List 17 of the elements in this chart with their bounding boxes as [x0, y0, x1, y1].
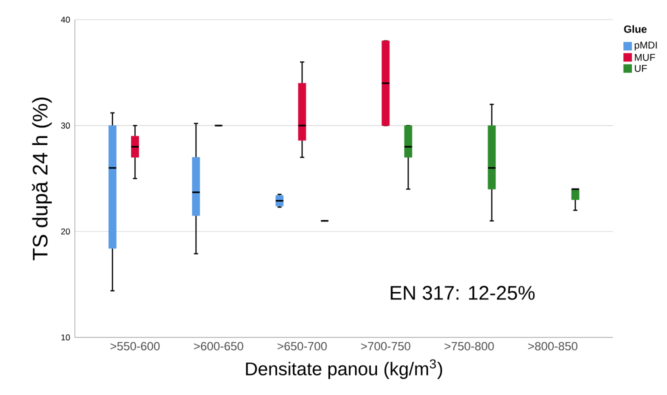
y-axis-title: TS după 24 h (%) [32, 97, 52, 260]
annotation: EN 317: 12-25% [390, 286, 535, 300]
legend-label: MUF [634, 54, 656, 61]
x-axis-title: Densitate panou (kg/m$^{3}$) [246, 359, 442, 379]
x-tick-label: >550-600 [110, 342, 160, 350]
x-tick-label: >750-800 [444, 342, 494, 350]
legend-title: Glue [624, 24, 647, 33]
legend-label: UF [634, 64, 647, 72]
y-tick-label: 40 [60, 16, 70, 22]
legend-label: pMDI [634, 42, 657, 50]
y-tick-label: 10 [61, 334, 70, 340]
x-tick-label: >700-750 [361, 342, 410, 350]
x-tick-label: >650-700 [278, 342, 327, 350]
x-tick-label: >800-850 [528, 342, 578, 350]
x-tick-label: >600-650 [194, 342, 244, 350]
y-tick-label: 20 [61, 228, 70, 234]
y-tick-label: 30 [61, 122, 70, 128]
